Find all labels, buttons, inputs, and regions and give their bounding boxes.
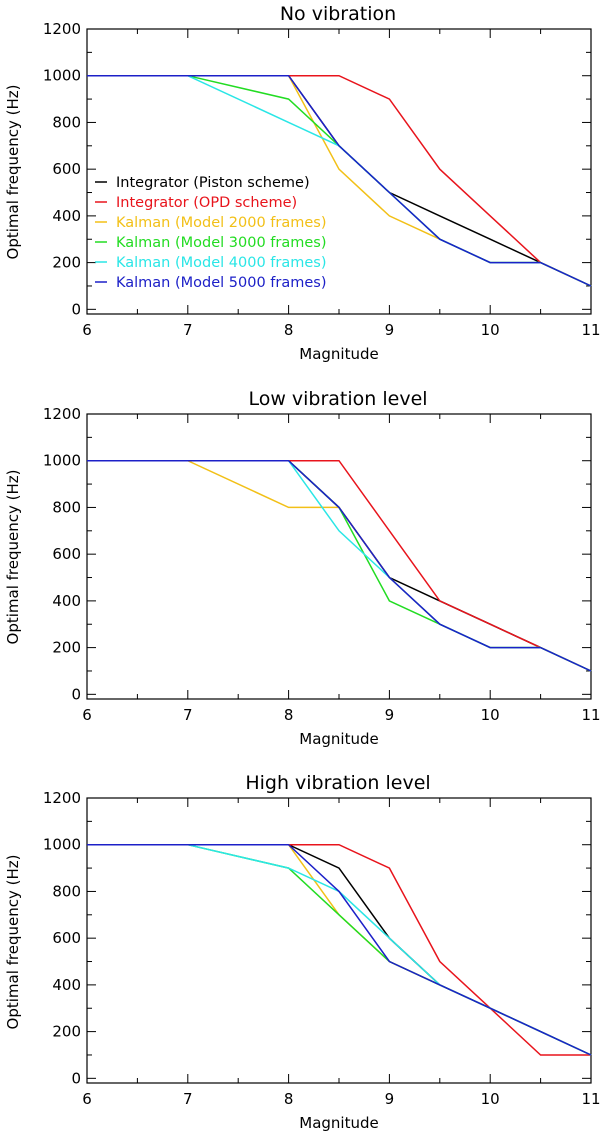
series-line-integrator-piston-scheme <box>87 459 592 672</box>
y-tick-label: 400 <box>52 207 81 225</box>
series-line-integrator-piston-scheme <box>87 843 592 1056</box>
x-tick-label: 7 <box>183 321 193 339</box>
y-axis-label: Optimal frequency (Hz) <box>4 470 22 645</box>
y-axis-label: Optimal frequency (Hz) <box>4 855 22 1030</box>
series-line-kalman-model-4000-frames <box>87 843 592 1056</box>
x-axis-label: Magnitude <box>299 730 378 748</box>
x-axis-tick-labels: 6 7 8 9 10 11 <box>82 321 600 339</box>
y-axis-label: Optimal frequency (Hz) <box>4 85 22 260</box>
y-tick-label: 1200 <box>43 20 81 38</box>
legend-label: Kalman (Model 3000 frames) <box>116 235 327 251</box>
y-tick-label: 200 <box>52 1023 81 1041</box>
y-tick-label: 0 <box>71 1069 81 1087</box>
x-tick-label: 11 <box>581 706 600 724</box>
panel-title: No vibration <box>280 3 396 25</box>
y-tick-label: 200 <box>52 254 81 272</box>
series-line-kalman-model-5000-frames <box>87 459 592 672</box>
x-tick-label: 10 <box>481 321 500 339</box>
chart-panel-high-vibration: High vibration level 0 200 400 600 800 1000 12… <box>4 772 600 1132</box>
legend-item-integrator-opd-scheme: Integrator (OPD scheme) <box>95 195 297 211</box>
y-tick-label: 1000 <box>43 67 81 85</box>
x-tick-label: 8 <box>284 1090 294 1108</box>
series-lines <box>87 843 592 1056</box>
y-tick-label: 400 <box>52 976 81 994</box>
x-axis-tick-labels: 6 7 8 9 10 11 <box>82 1090 600 1108</box>
y-tick-label: 1200 <box>43 405 81 423</box>
y-tick-label: 1200 <box>43 789 81 807</box>
legend-item-kalman-model-4000-frames: Kalman (Model 4000 frames) <box>95 255 327 271</box>
y-tick-label: 800 <box>52 498 81 516</box>
axis-ticks <box>86 28 592 314</box>
y-tick-label: 800 <box>52 882 81 900</box>
x-tick-label: 8 <box>284 321 294 339</box>
x-tick-label: 10 <box>481 1090 500 1108</box>
x-tick-label: 6 <box>82 1090 92 1108</box>
plot-frame <box>86 28 592 315</box>
y-tick-label: 0 <box>71 300 81 318</box>
legend-label: Integrator (Piston scheme) <box>116 175 310 191</box>
legend-label: Kalman (Model 4000 frames) <box>116 255 327 271</box>
x-tick-label: 11 <box>581 321 600 339</box>
y-axis-tick-labels: 0 200 400 600 800 1000 1200 <box>43 789 81 1087</box>
axis-ticks <box>86 797 592 1083</box>
panel-title: Low vibration level <box>248 388 427 410</box>
legend-item-kalman-model-2000-frames: Kalman (Model 2000 frames) <box>95 215 327 231</box>
legend-item-integrator-piston-scheme: Integrator (Piston scheme) <box>95 175 310 191</box>
x-tick-label: 11 <box>581 1090 600 1108</box>
y-tick-label: 200 <box>52 639 81 657</box>
axis-ticks <box>86 413 592 699</box>
x-axis-label: Magnitude <box>299 1114 378 1132</box>
series-line-kalman-model-2000-frames <box>87 459 592 672</box>
y-tick-label: 1000 <box>43 836 81 854</box>
legend-label: Kalman (Model 5000 frames) <box>116 275 327 291</box>
series-lines <box>87 74 592 287</box>
series-line-integrator-opd-scheme <box>87 843 591 1056</box>
x-tick-label: 6 <box>82 321 92 339</box>
series-line-kalman-model-3000-frames <box>87 459 592 672</box>
x-tick-label: 7 <box>183 706 193 724</box>
series-line-integrator-opd-scheme <box>87 459 592 672</box>
y-tick-label: 400 <box>52 592 81 610</box>
legend-item-kalman-model-5000-frames: Kalman (Model 5000 frames) <box>95 275 327 291</box>
x-tick-label: 6 <box>82 706 92 724</box>
series-line-kalman-model-4000-frames <box>87 459 592 672</box>
series-line-kalman-model-5000-frames <box>87 74 592 287</box>
panel-title: High vibration level <box>245 772 430 794</box>
series-line-kalman-model-3000-frames <box>87 843 592 1056</box>
legend-label: Integrator (OPD scheme) <box>116 195 297 211</box>
series-line-kalman-model-5000-frames <box>87 843 592 1056</box>
y-tick-label: 600 <box>52 545 81 563</box>
x-tick-label: 7 <box>183 1090 193 1108</box>
x-tick-label: 9 <box>385 321 395 339</box>
y-tick-label: 0 <box>71 685 81 703</box>
y-tick-label: 1000 <box>43 452 81 470</box>
y-axis-tick-labels: 0 200 400 600 800 1000 1200 <box>43 405 81 703</box>
plot-frame <box>86 413 592 700</box>
x-tick-label: 8 <box>284 706 294 724</box>
chart-panel-low-vibration: Low vibration level 0 200 400 600 800 1000 120… <box>4 388 600 748</box>
x-tick-label: 9 <box>385 1090 395 1108</box>
y-tick-label: 800 <box>52 113 81 131</box>
legend: Integrator (Piston scheme) Integrator (OP… <box>95 175 327 291</box>
y-tick-label: 600 <box>52 929 81 947</box>
legend-item-kalman-model-3000-frames: Kalman (Model 3000 frames) <box>95 235 327 251</box>
legend-label: Kalman (Model 2000 frames) <box>116 215 327 231</box>
series-line-kalman-model-2000-frames <box>87 843 592 1056</box>
chart-panel-no-vibration: No vibration 0 200 400 600 800 1000 1200 6 7 8 9 1… <box>4 3 600 363</box>
y-axis-tick-labels: 0 200 400 600 800 1000 1200 <box>43 20 81 318</box>
series-lines <box>87 459 592 672</box>
x-tick-label: 10 <box>481 706 500 724</box>
plot-frame <box>86 797 592 1084</box>
x-axis-tick-labels: 6 7 8 9 10 11 <box>82 706 600 724</box>
x-tick-label: 9 <box>385 706 395 724</box>
x-axis-label: Magnitude <box>299 345 378 363</box>
y-tick-label: 600 <box>52 160 81 178</box>
